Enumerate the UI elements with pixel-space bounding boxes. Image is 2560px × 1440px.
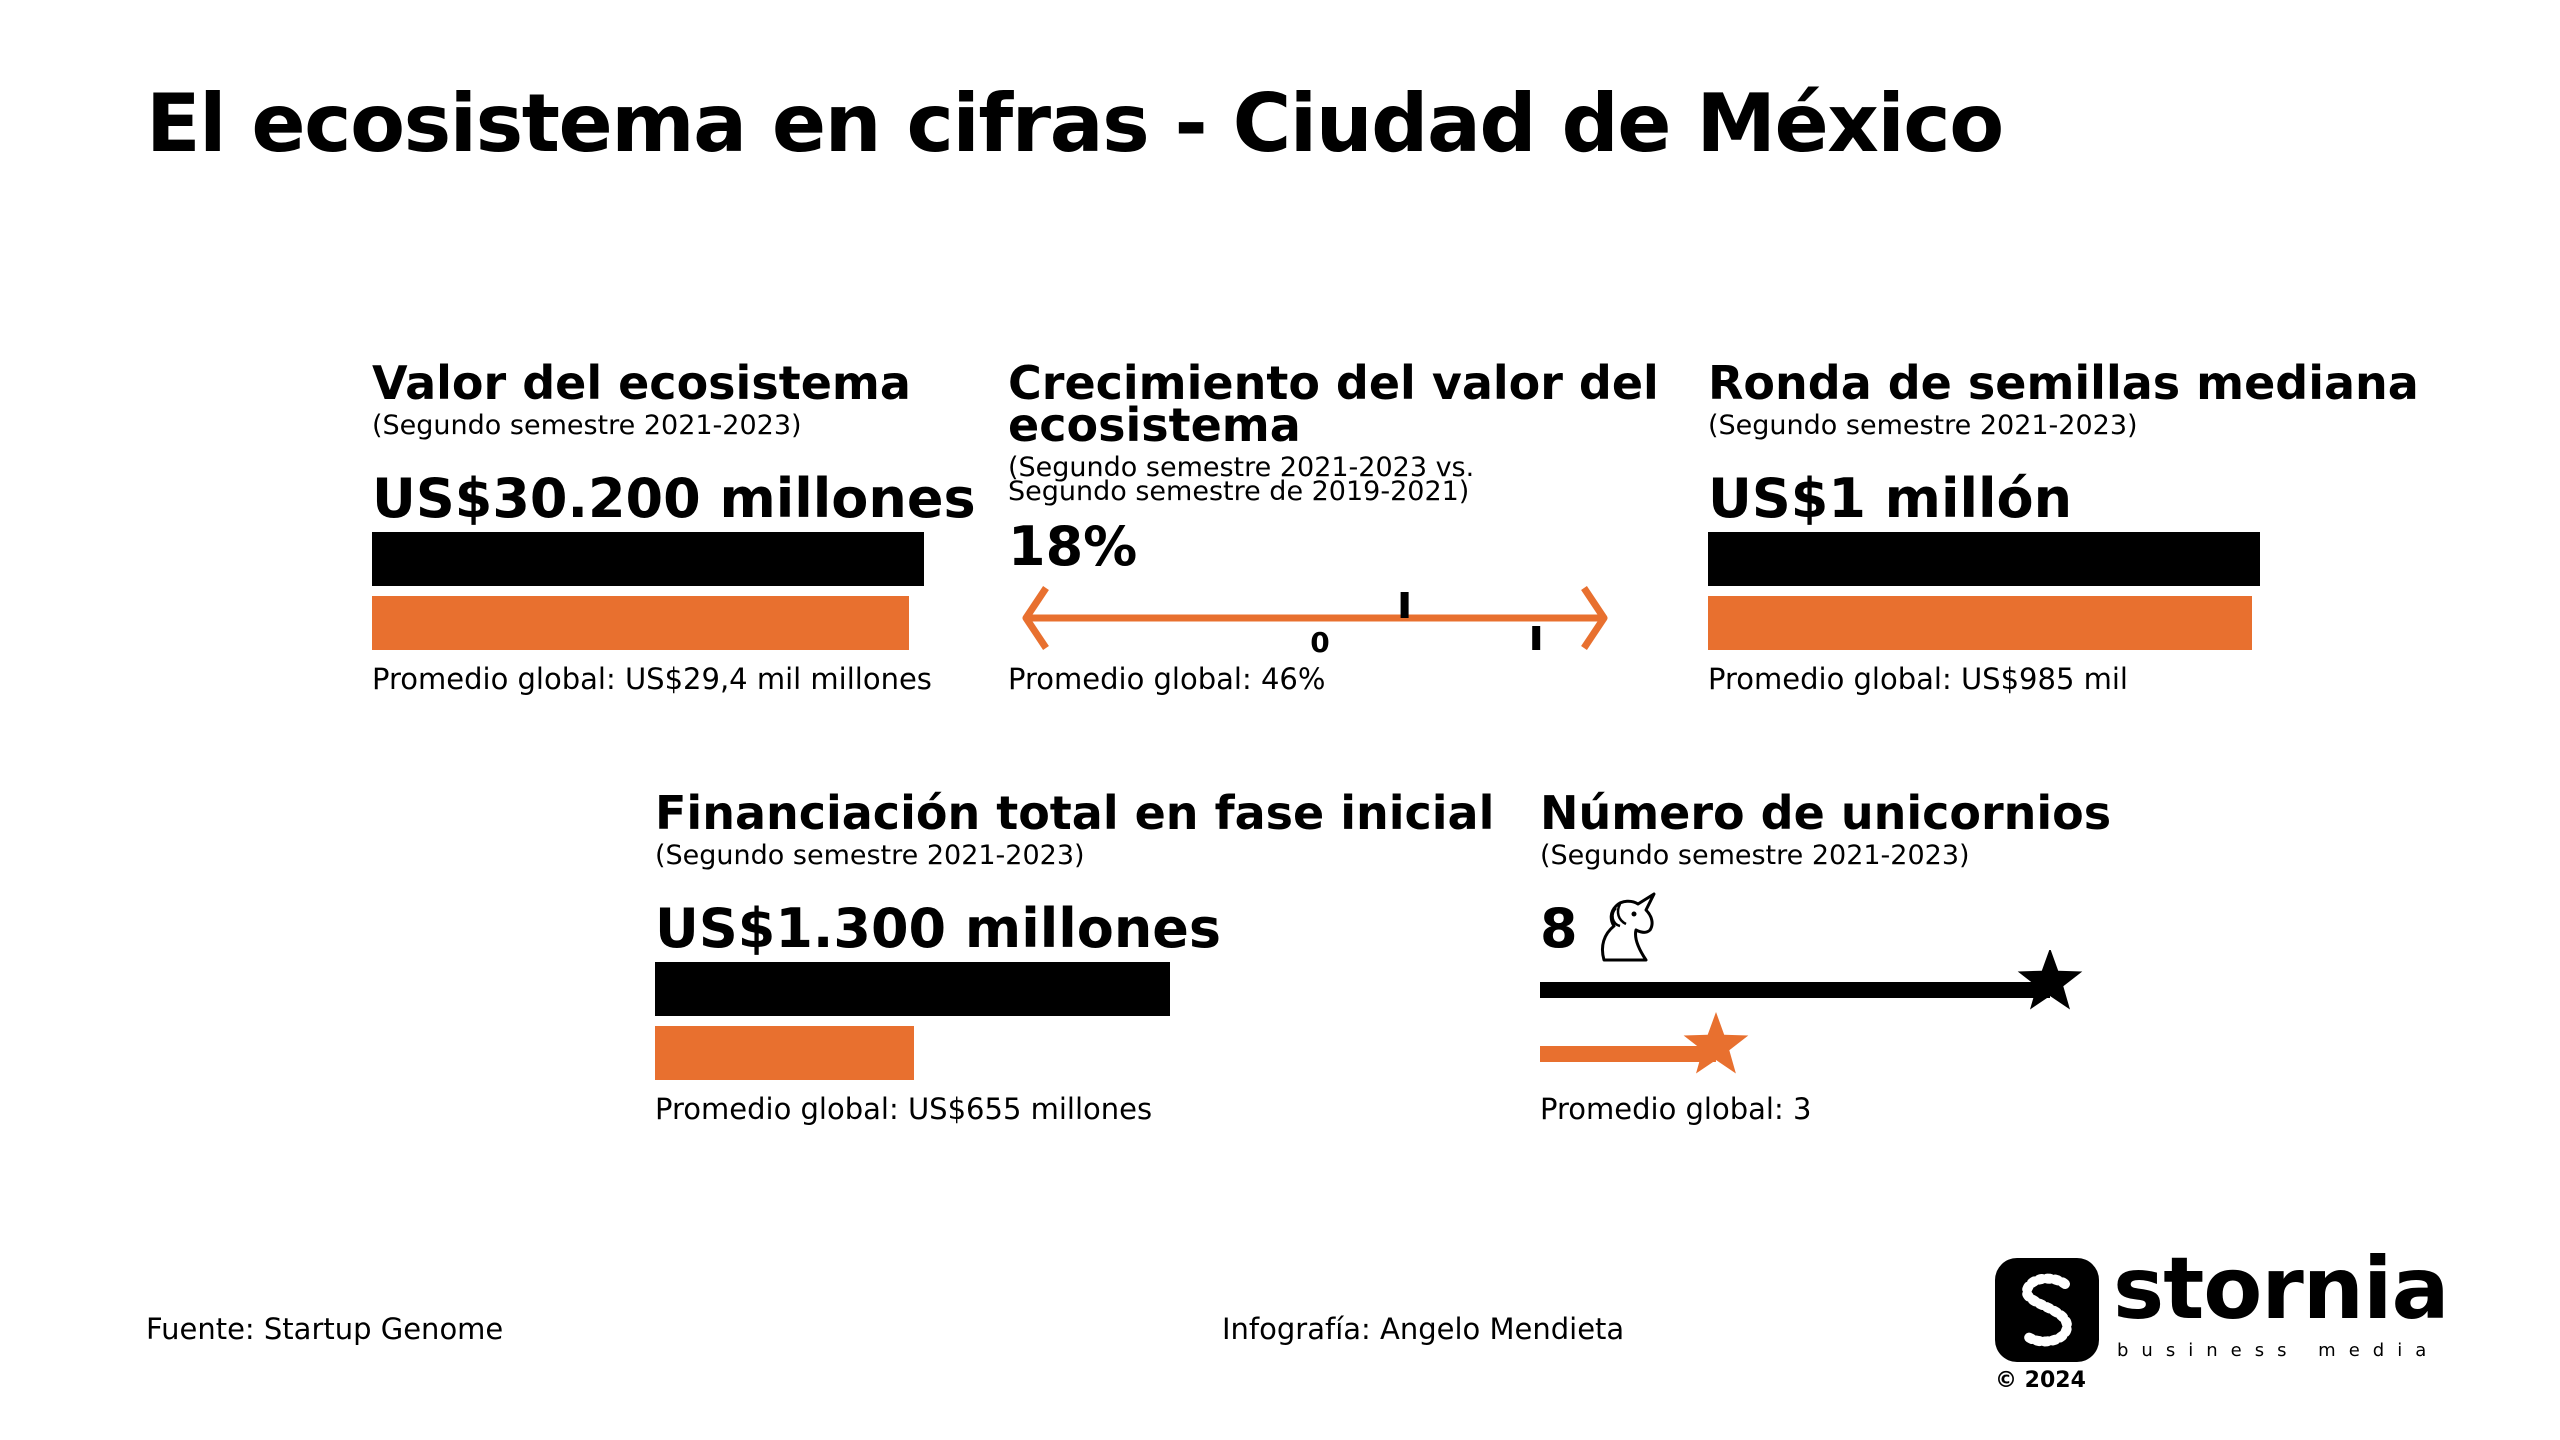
bar-promedio-global [655,1026,915,1080]
panel-value: US$1.300 millones [655,897,1222,960]
axis-arrow-right [1581,586,1608,650]
panel-value: 18% [1008,515,1138,578]
stornia-logo-mark [1995,1258,2099,1362]
panel-average: Promedio global: 46% [1008,662,1326,696]
panel-financiacion: Financiación total en fase inicial (Segu… [655,790,1494,1130]
footer-source: Fuente: Startup Genome [146,1312,504,1346]
unicorn-chart [1540,950,2083,1074]
panel-value: US$30.200 millones [372,467,976,530]
panel-title: Valor del ecosistema [372,356,911,410]
bar-ciudad-de-mexico [372,532,924,586]
panel-title: Ronda de semillas mediana [1708,356,2419,410]
panel-average: Promedio global: US$985 mil [1708,662,2128,696]
panel-unicornios: Número de unicornios (Segundo semestre 2… [1540,790,2140,1130]
stornia-logo-tagline: business media [2117,1340,2440,1361]
bar-ciudad-de-mexico [655,962,1170,1016]
panel-valor-ecosistema: Valor del ecosistema (Segundo semestre 2… [372,356,976,700]
panel-subtitle: (Segundo semestre 2021-2023) [655,840,1085,871]
growth-axis: 0 [1022,586,1608,659]
panel-title: Financiación total en fase inicial [655,786,1495,840]
axis-zero-label: 0 [1310,626,1329,659]
stornia-s-icon [2022,1273,2073,1347]
page-title: El ecosistema en cifras - Ciudad de Méxi… [146,77,2004,170]
panel-subtitle-line2: Segundo semestre de 2019-2021) [1008,476,1470,507]
stornia-logo: stornia business media © 2024 [1995,1246,2455,1398]
panel-crecimiento: Crecimiento del valor del ecosistema (Se… [1008,360,1659,700]
copyright: © 2024 [1995,1368,2086,1393]
panel-ronda-semillas: Ronda de semillas mediana (Segundo semes… [1708,360,2419,700]
panel-average: Promedio global: US$655 millones [655,1092,1153,1126]
bar-promedio-global [1708,596,2252,650]
panel-title-line2: ecosistema [1008,398,1301,452]
panel-average: Promedio global: 3 [1540,1092,1812,1126]
panel-average: Promedio global: US$29,4 mil millones [372,662,932,696]
star-ciudad-de-mexico [2017,950,2083,1010]
unicorn-icon [1600,892,1656,962]
star-promedio-global [1683,1012,1749,1074]
panel-title: Número de unicornios [1540,786,2112,840]
panel-subtitle-line1: (Segundo semestre 2021-2023 vs. [1008,452,1475,483]
bar-ciudad-de-mexico [1708,532,2260,586]
panel-title-line1: Crecimiento del valor del [1008,356,1659,410]
footer-credit: Infografía: Angelo Mendieta [1222,1312,1625,1346]
panel-subtitle: (Segundo semestre 2021-2023) [1540,840,1970,871]
panel-subtitle: (Segundo semestre 2021-2023) [372,410,802,441]
bar-promedio-global [372,596,910,650]
panel-value: US$1 millón [1708,467,2073,530]
stornia-logo-name: stornia [2113,1239,2450,1339]
panel-subtitle: (Segundo semestre 2021-2023) [1708,410,2138,441]
panel-value: 8 [1540,897,1578,960]
